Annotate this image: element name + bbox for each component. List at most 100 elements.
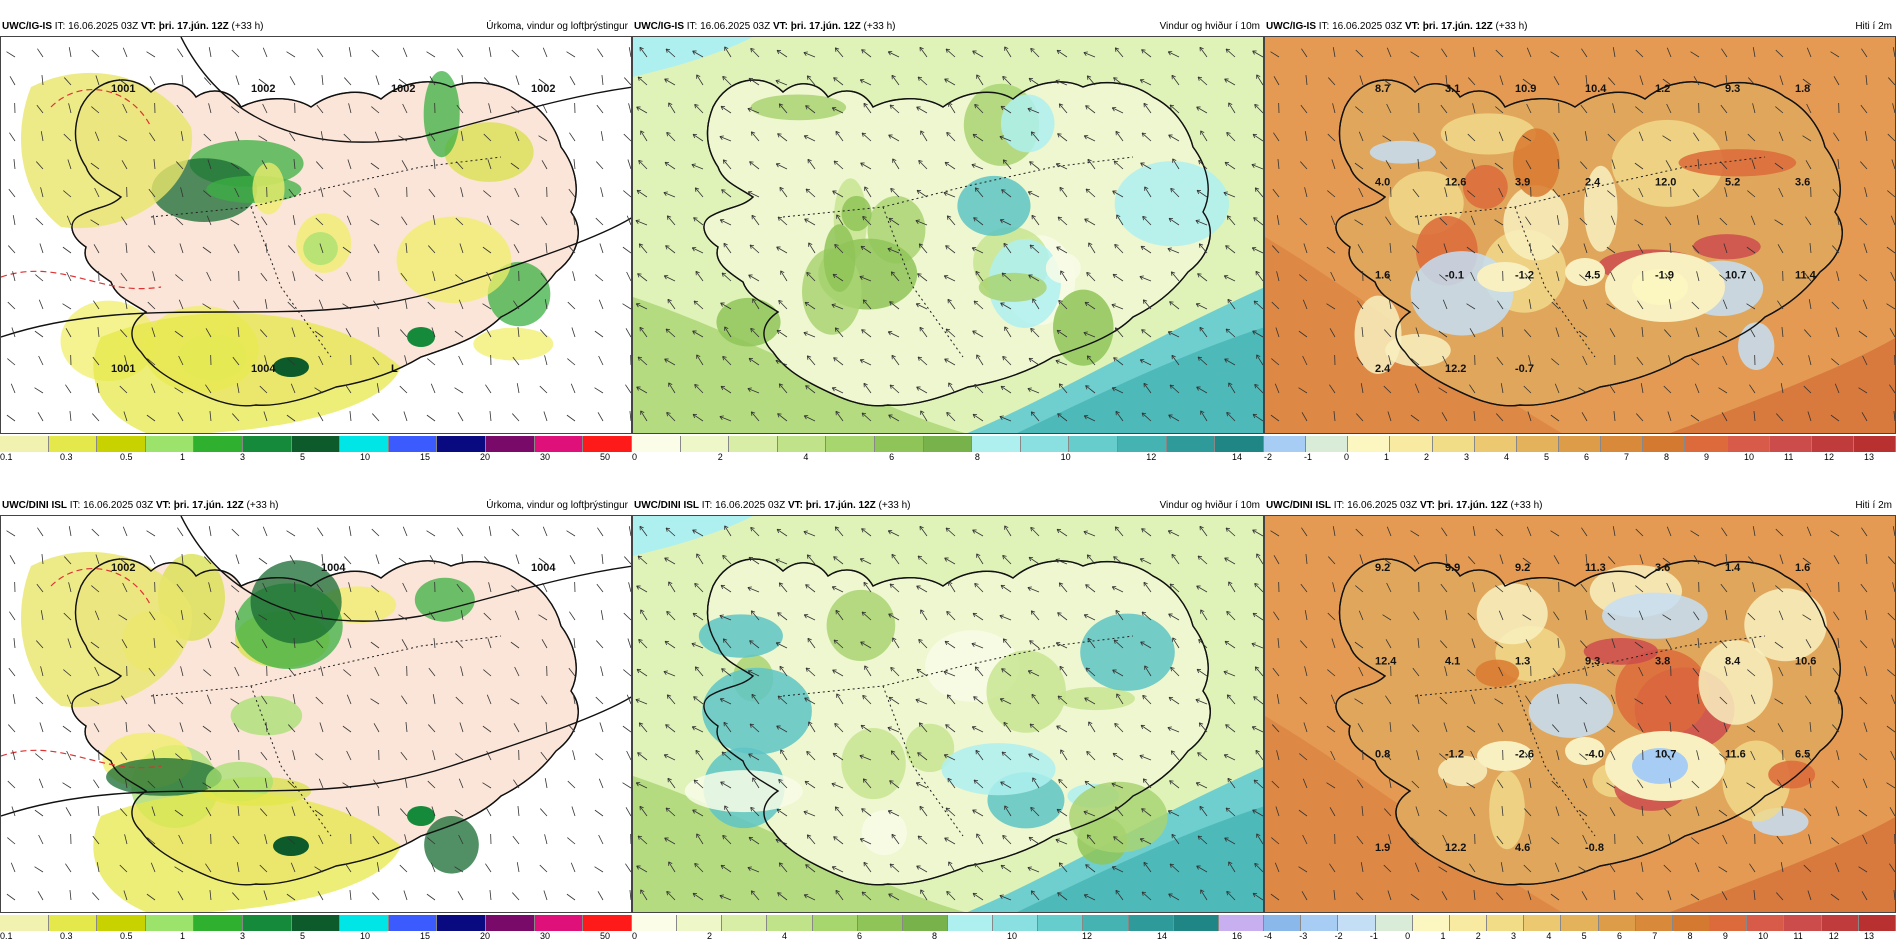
legend-swatch: [1812, 436, 1854, 452]
panel-run-info: UWC/IG-IS IT: 16.06.2025 03Z VT: þri. 17…: [2, 18, 264, 36]
isobar-label: 1002: [251, 83, 275, 95]
isobar-label: 1004: [531, 562, 556, 574]
legend-tick-label: 1: [180, 452, 185, 462]
legend-tick-label: 8: [1664, 452, 1669, 462]
legend-tick-label: 0: [1344, 452, 1349, 462]
legend-swatch: [681, 436, 730, 452]
temperature-label: 10.4: [1585, 83, 1607, 95]
legend-swatch: [1038, 915, 1083, 931]
isobar-label: 1002: [111, 562, 135, 574]
legend-swatch: [389, 436, 438, 452]
legend-tick-label: -1: [1370, 931, 1378, 941]
legend-tick-label: 6: [1584, 452, 1589, 462]
lead-time: (+33 h): [861, 21, 896, 32]
legend-swatch: [0, 436, 49, 452]
legend-swatch: [1301, 915, 1338, 931]
temperature-label: 4.6: [1515, 842, 1530, 854]
iceland-map: [633, 37, 1264, 434]
legend-tick-label: 0.1: [0, 931, 13, 941]
valid-time-label: VT:: [141, 21, 156, 32]
temperature-label: 1.6: [1795, 562, 1810, 574]
legend-swatch: [1306, 436, 1348, 452]
temperature-label: -0.7: [1515, 363, 1534, 375]
init-time: IT: 16.06.2025 03Z: [1316, 21, 1405, 32]
legend-swatch: [194, 436, 243, 452]
panel-header: UWC/DINI ISL IT: 16.06.2025 03Z VT: þri.…: [0, 497, 632, 515]
temperature-label: 2.4: [1585, 176, 1601, 188]
legend-swatch: [722, 915, 767, 931]
map-panel-wind-dini: UWC/DINI ISL IT: 16.06.2025 03Z VT: þri.…: [632, 497, 1264, 951]
legend-tick-label: 0.5: [120, 452, 133, 462]
legend-tick-label: 50: [600, 452, 610, 462]
legend-tick-label: 9: [1704, 452, 1709, 462]
color-legend: [632, 915, 1264, 931]
legend-swatch: [826, 436, 875, 452]
valid-time-label: VT:: [1405, 21, 1420, 32]
legend-tick-label: 4: [782, 931, 787, 941]
temperature-label: 10.7: [1725, 270, 1746, 282]
legend-swatch: [535, 915, 584, 931]
valid-time: þri. 17.jún. 12Z: [788, 21, 861, 32]
temperature-label: 9.9: [1445, 562, 1460, 574]
legend-swatch: [972, 436, 1021, 452]
temperature-label: 12.4: [1375, 655, 1397, 667]
model-name: UWC/IG-IS: [2, 21, 52, 32]
legend-tick-label: 10: [360, 452, 370, 462]
legend-swatch: [146, 436, 195, 452]
legend-tick-label: 16: [1232, 931, 1242, 941]
panel-run-info: UWC/DINI ISL IT: 16.06.2025 03Z VT: þri.…: [1266, 497, 1543, 515]
legend-swatch: [1021, 436, 1070, 452]
legend-tick-label: 7: [1652, 931, 1657, 941]
legend-swatch: [993, 915, 1038, 931]
color-legend: [1264, 915, 1896, 931]
legend-swatch: [1636, 915, 1673, 931]
legend-swatch: [292, 436, 341, 452]
panel-header: UWC/DINI ISL IT: 16.06.2025 03Z VT: þri.…: [632, 497, 1264, 515]
legend-swatch: [97, 436, 146, 452]
legend-tick-label: 14: [1157, 931, 1167, 941]
init-time: IT: 16.06.2025 03Z: [684, 21, 773, 32]
panel-run-info: UWC/DINI ISL IT: 16.06.2025 03Z VT: þri.…: [634, 497, 911, 515]
legend-tick-label: -3: [1299, 931, 1307, 941]
legend-tick-label: 2: [707, 931, 712, 941]
legend-tick-label: -1: [1304, 452, 1312, 462]
legend-swatch: [1559, 436, 1601, 452]
temperature-label: 4.1: [1445, 655, 1460, 667]
legend-tick-label: 12: [1829, 931, 1839, 941]
legend-tick-label: 4: [1504, 452, 1509, 462]
legend-tick-label: 3: [1464, 452, 1469, 462]
temperature-label: -1.2: [1445, 749, 1464, 761]
legend-tick-label: 2: [718, 452, 723, 462]
legend-swatch: [1118, 436, 1167, 452]
map-panel-precip-dini: UWC/DINI ISL IT: 16.06.2025 03Z VT: þri.…: [0, 497, 632, 951]
color-legend: [1264, 436, 1896, 452]
temperature-label: -4.0: [1585, 749, 1604, 761]
legend-swatch: [194, 915, 243, 931]
legend-swatch: [924, 436, 973, 452]
legend-tick-label: 0: [632, 452, 637, 462]
legend-swatch: [583, 915, 632, 931]
isobar-label: 1004: [321, 562, 346, 574]
lead-time: (+33 h): [1508, 500, 1543, 511]
temperature-label: 1.9: [1375, 842, 1390, 854]
legend-tick-label: 15: [420, 931, 430, 941]
panel-run-info: UWC/DINI ISL IT: 16.06.2025 03Z VT: þri.…: [2, 497, 279, 515]
legend-tick-label: 1: [1384, 452, 1389, 462]
legend-swatch: [1348, 436, 1390, 452]
legend-swatch: [1264, 915, 1301, 931]
legend-tick-label: 10: [1744, 452, 1754, 462]
legend-tick-label: 12: [1082, 931, 1092, 941]
legend-swatch: [292, 915, 341, 931]
legend-tick-label: 9: [1723, 931, 1728, 941]
legend-swatch: [1413, 915, 1450, 931]
legend-swatch: [49, 915, 98, 931]
